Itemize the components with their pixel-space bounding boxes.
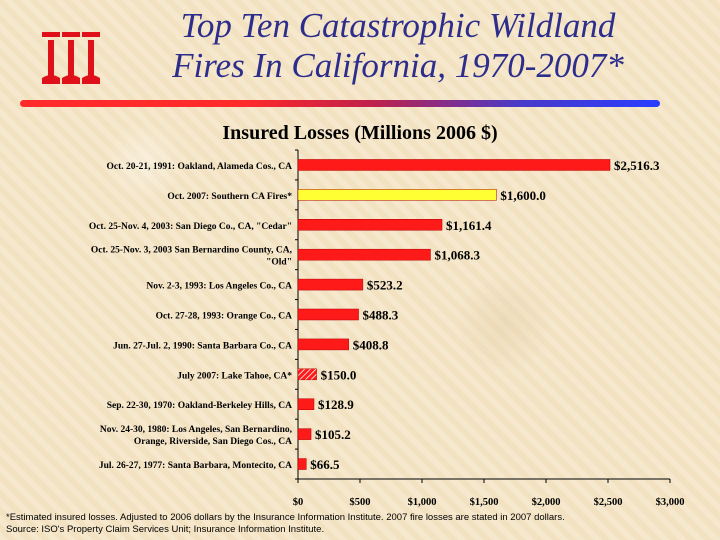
- x-tick-label: $1,500: [470, 497, 499, 508]
- data-label: $105.2: [315, 427, 351, 442]
- logo-serif-top: [82, 32, 100, 37]
- data-label: $1,600.0: [500, 188, 546, 203]
- bar: [297, 248, 431, 261]
- category-label: Oct. 27-28, 1993: Orange Co., CA: [156, 312, 293, 322]
- data-label: $128.9: [318, 397, 354, 412]
- x-tick-label: $2,000: [532, 497, 561, 508]
- data-label: $66.5: [310, 457, 340, 472]
- page-title-line-2: Fires In California, 1970-2007*: [172, 46, 624, 85]
- x-tick-label: $3,000: [656, 497, 685, 508]
- category-label: Oct. 20-21, 1991: Oakland, Alameda Cos.,…: [106, 162, 292, 172]
- data-label: $150.0: [321, 367, 357, 382]
- logo-serif-top: [42, 32, 60, 37]
- bar: [297, 398, 315, 410]
- page-title-line-1: Top Ten Catastrophic Wildland: [180, 6, 616, 45]
- bar: [297, 159, 611, 171]
- x-tick-label: $2,500: [594, 497, 623, 508]
- iii-logo-icon: [42, 32, 100, 84]
- bar: [297, 219, 443, 231]
- chart-title: Insured Losses (Millions 2006 $): [222, 122, 498, 144]
- category-label: Jun. 27-Jul. 2, 1990: Santa Barbara Co.,…: [113, 341, 292, 351]
- category-label: Nov. 2-3, 1993: Los Angeles Co., CA: [146, 282, 292, 292]
- category-label: Sep. 22-30, 1970: Oakland-Berkeley Hills…: [107, 401, 292, 411]
- logo-base: [62, 75, 80, 84]
- bar: [297, 368, 317, 381]
- logo-base: [42, 75, 60, 84]
- data-label: $1,068.3: [434, 248, 480, 263]
- logo-stem: [88, 40, 94, 78]
- category-label: July 2007: Lake Tahoe, CA*: [177, 371, 292, 381]
- data-label: $523.2: [367, 278, 403, 293]
- category-label: Oct. 2007: Southern CA Fires*: [167, 192, 292, 202]
- bar: [297, 308, 359, 321]
- bar: [297, 278, 364, 291]
- page-title: Top Ten Catastrophic Wildland Fires In C…: [118, 6, 678, 86]
- title-divider: [20, 100, 660, 107]
- data-label: $488.3: [363, 308, 399, 323]
- category-label: Oct. 25-Nov. 3, 2003 San Bernardino Coun…: [91, 246, 293, 268]
- data-label: $2,516.3: [614, 158, 660, 173]
- logo-stem: [68, 40, 74, 78]
- bar: [297, 338, 349, 351]
- data-label: $408.8: [353, 337, 389, 352]
- bar: [297, 189, 497, 201]
- x-tick-label: $0: [293, 497, 304, 508]
- bar: [297, 458, 307, 470]
- x-tick-label: $500: [350, 497, 371, 508]
- footnote: *Estimated insured losses. Adjusted to 2…: [6, 512, 720, 536]
- logo-stem: [48, 40, 54, 78]
- x-tick-label: $1,000: [408, 497, 437, 508]
- logo-serif-top: [62, 32, 80, 37]
- category-label: Oct. 25-Nov. 4, 2003: San Diego Co., CA,…: [89, 222, 292, 232]
- category-label: Nov. 24-30, 1980: Los Angeles, San Berna…: [100, 425, 293, 447]
- footnote-note: *Estimated insured losses. Adjusted to 2…: [6, 512, 565, 523]
- footnote-source: Source: ISO's Property Claim Services Un…: [6, 524, 325, 535]
- data-label: $1,161.4: [446, 218, 492, 233]
- category-label: Jul. 26-27, 1977: Santa Barbara, Monteci…: [99, 461, 292, 471]
- bar: [297, 428, 312, 440]
- logo-base: [82, 75, 100, 84]
